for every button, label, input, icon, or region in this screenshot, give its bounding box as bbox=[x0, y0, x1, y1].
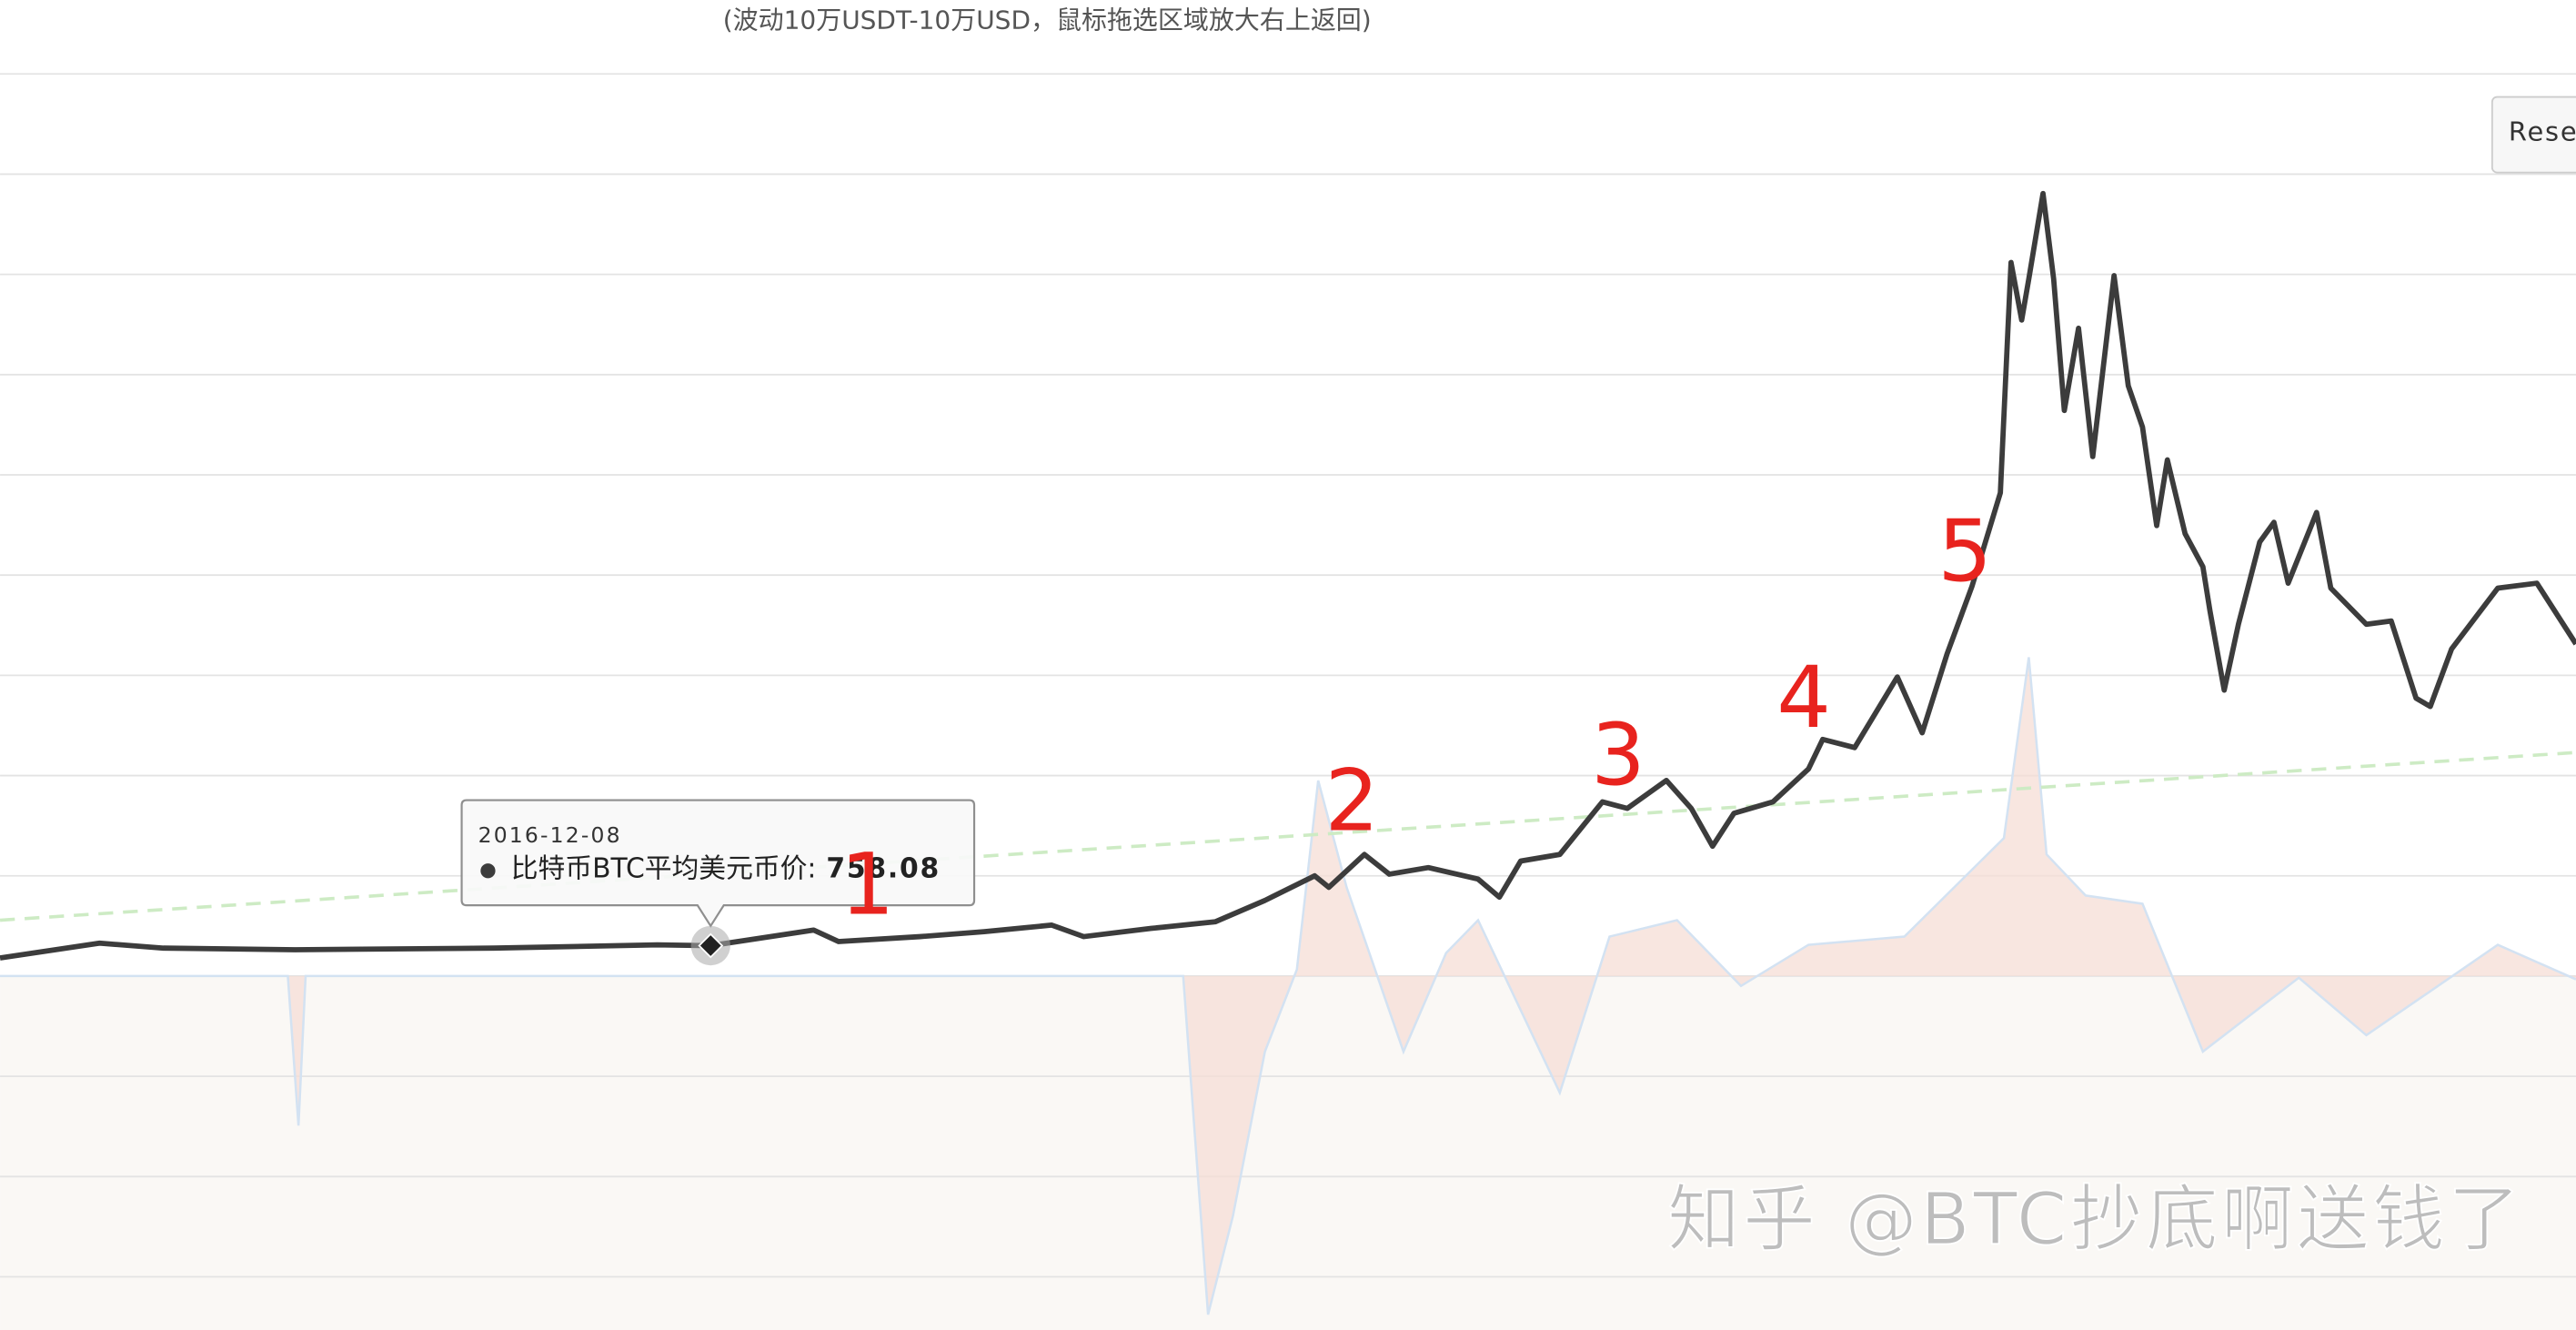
grid bbox=[0, 73, 2576, 1278]
chart-subtitle: (波动10万USDT-10万USD，鼠标拖选区域放大右上返回) bbox=[723, 5, 1372, 35]
tooltip-bullet bbox=[480, 863, 496, 879]
tooltip-date: 2016-12-08 bbox=[478, 822, 622, 848]
tooltip: 2016-12-08 比特币BTC平均美元币价: 758.08 bbox=[460, 799, 976, 966]
series-layer bbox=[0, 190, 2576, 1315]
tooltip-label: 比特币BTC平均美元币价: bbox=[511, 852, 817, 884]
annotations: 1 2 3 4 5 bbox=[840, 502, 1992, 935]
trend-line bbox=[0, 751, 2576, 922]
tooltip-value: 758.08 bbox=[826, 852, 941, 884]
annotation: 4 bbox=[1776, 649, 1831, 748]
annotation: 2 bbox=[1325, 752, 1380, 851]
reset-button-label[interactable]: Rese bbox=[2509, 116, 2576, 146]
annotation: 5 bbox=[1937, 502, 1992, 601]
annotation: 1 bbox=[840, 836, 895, 935]
reset-button[interactable]: Rese bbox=[2490, 96, 2576, 174]
annotation: 3 bbox=[1591, 706, 1645, 805]
tooltip-line: 比特币BTC平均美元币价: 758.08 bbox=[511, 852, 941, 884]
reset-button-box[interactable] bbox=[2490, 96, 2576, 174]
hover-marker bbox=[698, 932, 724, 959]
volatility-area bbox=[0, 657, 2576, 1315]
tooltip-box bbox=[460, 799, 976, 928]
watermark: 知乎 @BTC抄底啊送钱了 bbox=[1667, 1176, 2523, 1261]
volatility-line bbox=[0, 657, 2576, 1315]
price-line bbox=[0, 190, 2576, 961]
plot-band bbox=[0, 975, 2576, 1330]
